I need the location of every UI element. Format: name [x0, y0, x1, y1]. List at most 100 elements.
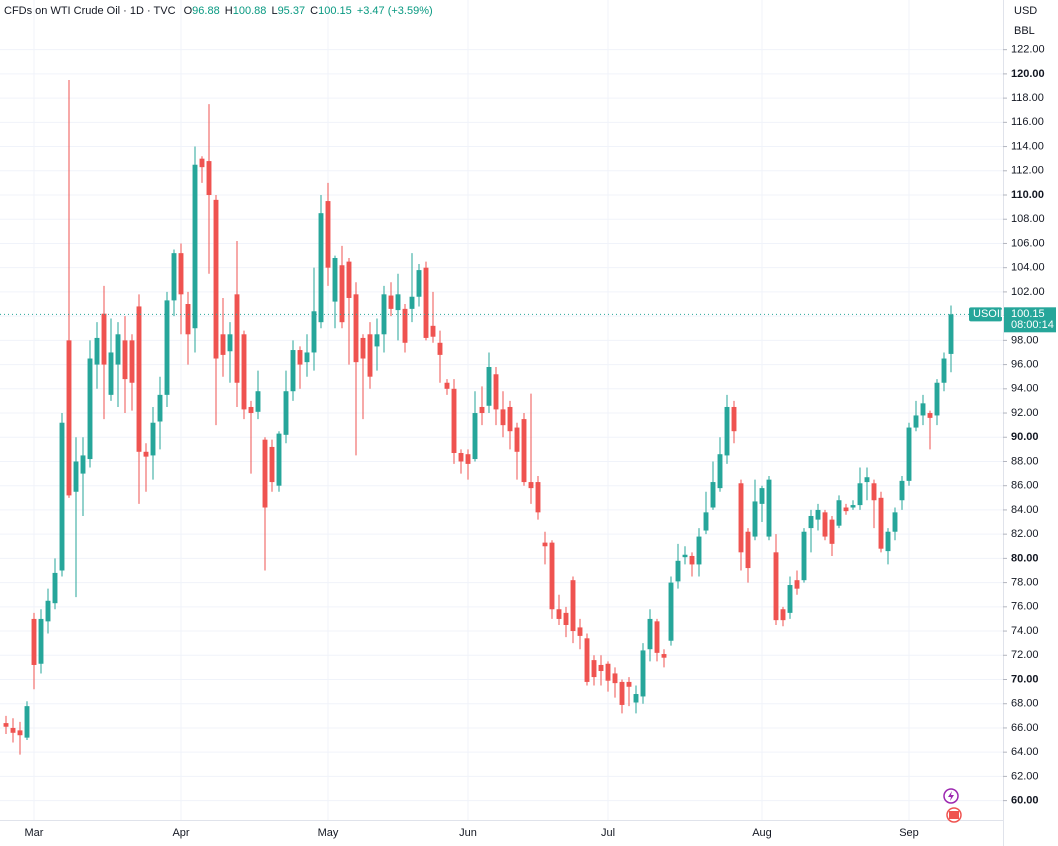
- y-tick-label: 98.00: [1011, 334, 1039, 346]
- candle-body: [360, 337, 366, 359]
- candle-body: [430, 325, 436, 337]
- y-tick-label: 110.00: [1011, 189, 1044, 201]
- candle-body: [738, 483, 744, 553]
- candle-body: [626, 681, 632, 687]
- y-tick-label: 106.00: [1011, 237, 1045, 249]
- candle-body: [556, 609, 562, 619]
- y-tick-label: 96.00: [1011, 358, 1039, 370]
- candle-body: [234, 294, 240, 383]
- candle-body: [612, 673, 618, 684]
- x-tick-label: Sep: [899, 827, 919, 839]
- candle-body: [367, 334, 373, 377]
- y-tick-label: 78.00: [1011, 577, 1039, 589]
- x-tick-label: Apr: [172, 827, 189, 839]
- candle-body: [45, 600, 51, 622]
- ohlc-label: L: [271, 5, 277, 17]
- candle-body: [500, 409, 506, 426]
- candle-body: [899, 480, 905, 501]
- x-tick-label: Aug: [752, 827, 772, 839]
- x-tick-label: May: [318, 827, 339, 839]
- candle-body: [507, 406, 513, 432]
- currency: USD: [1014, 5, 1037, 17]
- candle-body: [143, 451, 149, 457]
- candle-body: [423, 267, 429, 338]
- candle-body: [458, 452, 464, 462]
- candle-body: [241, 334, 247, 410]
- candle-body: [451, 388, 457, 453]
- candle-body: [479, 406, 485, 414]
- candle-body: [395, 294, 401, 311]
- countdown-label: 08:00:14: [1011, 319, 1054, 331]
- candle-body: [150, 422, 156, 456]
- y-tick-label: 74.00: [1011, 625, 1039, 637]
- candle-body: [66, 340, 72, 496]
- y-tick-label: 64.00: [1011, 746, 1039, 758]
- candle-body: [878, 497, 884, 549]
- candle-body: [185, 304, 191, 335]
- candle-body: [696, 536, 702, 565]
- y-tick-label: 104.00: [1011, 262, 1045, 274]
- y-tick-label: 84.00: [1011, 504, 1039, 516]
- candle-body: [297, 350, 303, 365]
- candle-body: [164, 300, 170, 395]
- candle-body: [311, 311, 317, 353]
- candle-body: [248, 406, 254, 414]
- candle-body: [38, 618, 44, 664]
- event-icon-glyph: [948, 791, 954, 801]
- candle-body: [472, 413, 478, 460]
- candle-body: [276, 433, 282, 486]
- axes: 60.00 62.00 64.00 66.00 68.00 70.00 72.00 74.00…: [25, 44, 1045, 839]
- candle-body: [822, 512, 828, 537]
- candle-body: [682, 554, 688, 558]
- candle-body: [521, 419, 527, 483]
- ohlc-label: O: [184, 5, 193, 17]
- candle-body: [605, 663, 611, 681]
- candle-body: [332, 257, 338, 302]
- candle-body: [17, 730, 23, 736]
- y-tick-label: 108.00: [1011, 213, 1045, 225]
- candle-body: [192, 164, 198, 329]
- candle-body: [290, 350, 296, 392]
- candle-body: [444, 382, 450, 389]
- candle-body: [885, 531, 891, 552]
- price-tag: [1004, 307, 1056, 333]
- candle-body: [773, 552, 779, 621]
- candle-body: [465, 454, 471, 464]
- candle-body: [857, 483, 863, 506]
- candle-body: [325, 201, 331, 268]
- candle-body: [906, 427, 912, 481]
- candle-body: [227, 334, 233, 352]
- y-tick-label: 116.00: [1011, 116, 1044, 128]
- candle-body: [535, 482, 541, 513]
- candle-body: [136, 306, 142, 452]
- candle-body: [794, 580, 800, 589]
- symbol-tag-label: USOIL: [973, 308, 1006, 320]
- candle-body: [815, 509, 821, 520]
- candle-body: [668, 582, 674, 641]
- candle-body: [528, 482, 534, 489]
- candle-body: [374, 334, 380, 347]
- x-tick-label: Mar: [25, 827, 44, 839]
- candle-body: [514, 427, 520, 452]
- candle-body: [836, 500, 842, 526]
- candle-body: [10, 727, 16, 733]
- y-tick-label: 90.00: [1011, 431, 1039, 443]
- y-tick-label: 120.00: [1011, 68, 1045, 80]
- symbol-tag: [969, 307, 1002, 322]
- candle-body: [759, 488, 765, 504]
- y-tick-label: 88.00: [1011, 455, 1039, 467]
- candle-body: [941, 358, 947, 383]
- candle-body: [52, 572, 58, 604]
- candle-body: [591, 660, 597, 678]
- candle-body: [640, 650, 646, 697]
- candle-body: [73, 461, 79, 492]
- candle-body: [108, 352, 114, 395]
- candle-body: [808, 515, 814, 529]
- y-tick-label: 112.00: [1011, 165, 1044, 177]
- candle-body: [157, 394, 163, 422]
- candle-body: [283, 391, 289, 435]
- candle-body: [206, 161, 212, 196]
- candle-body: [542, 542, 548, 547]
- candle-body: [787, 585, 793, 613]
- high-value: 100.88: [233, 5, 267, 17]
